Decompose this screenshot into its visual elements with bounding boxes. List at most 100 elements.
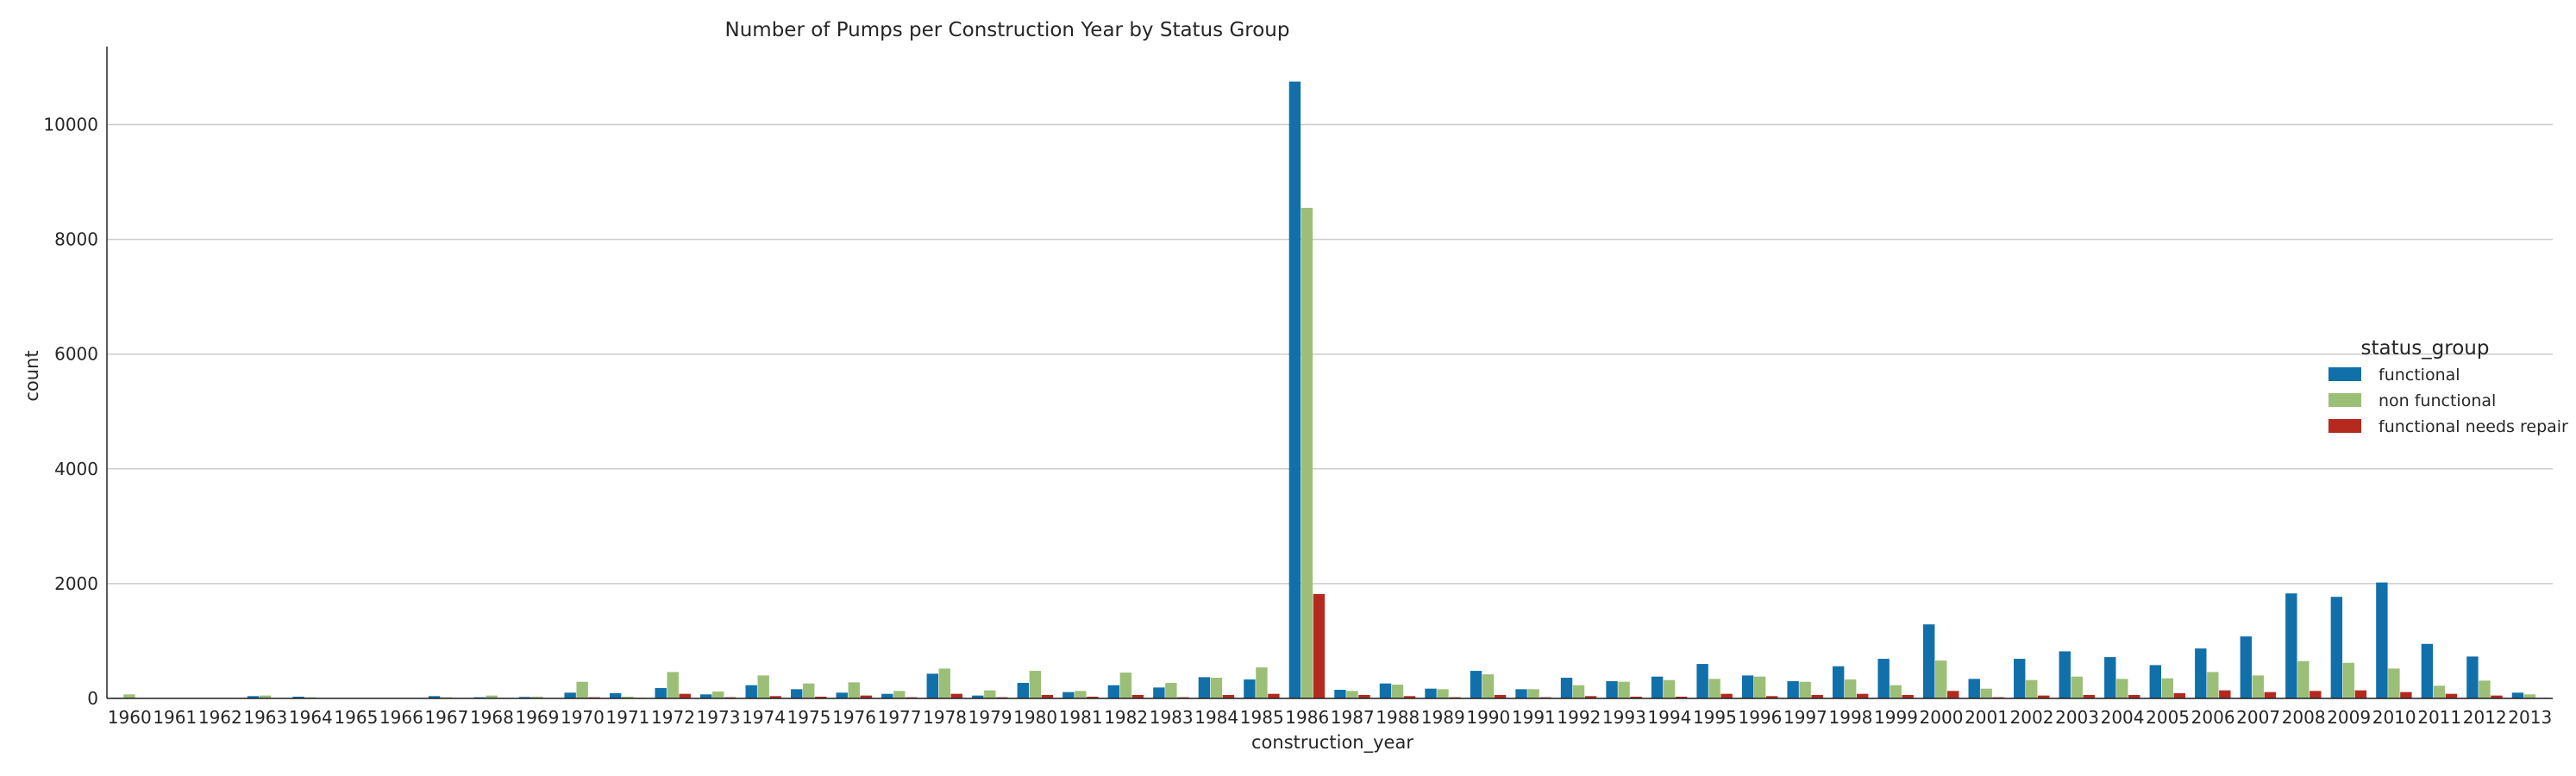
- x-tick-label: 2010: [2372, 707, 2416, 728]
- bar-functional-1971: [609, 693, 622, 698]
- gridlines: [107, 123, 2553, 699]
- x-tick-label: 2001: [1965, 707, 2009, 728]
- bar-functional-1993: [1606, 681, 1618, 698]
- bar-non-functional-1969: [530, 697, 543, 698]
- y-tick-label: 0: [87, 688, 98, 709]
- bar-non-functional-1981: [1075, 691, 1087, 698]
- bar-functional-needs-repair-1984: [1222, 695, 1235, 698]
- bar-functional-1990: [1470, 671, 1482, 698]
- bar-functional-1972: [655, 688, 667, 698]
- bar-non-functional-1982: [1119, 673, 1132, 698]
- bar-non-functional-1963: [259, 695, 272, 698]
- bar-non-functional-1993: [1618, 681, 1630, 698]
- bar-functional-needs-repair-1972: [679, 693, 691, 698]
- legend-title: status_group: [2361, 337, 2490, 360]
- bar-functional-1970: [564, 692, 576, 698]
- bar-non-functional-2004: [2116, 679, 2128, 698]
- bar-functional-needs-repair-2009: [2354, 690, 2367, 698]
- bar-functional-1996: [1741, 675, 1754, 698]
- bar-non-functional-1971: [621, 697, 634, 698]
- bar-functional-needs-repair-1986: [1313, 593, 1326, 698]
- bar-functional-1973: [699, 694, 712, 698]
- x-tick-label: 1965: [334, 707, 378, 728]
- bar-functional-needs-repair-1988: [1403, 696, 1416, 698]
- bar-non-functional-2002: [2026, 679, 2038, 698]
- bar-non-functional-1960: [123, 694, 135, 698]
- x-tick-label: 1974: [742, 707, 786, 728]
- x-tick-label: 1961: [153, 707, 197, 728]
- y-tick-labels: 0 2000 4000 6000 8000 10000: [43, 115, 98, 709]
- bar-functional-1964: [292, 697, 304, 698]
- bar-non-functional-1988: [1391, 685, 1404, 698]
- bar-functional-1981: [1062, 692, 1075, 698]
- x-tick-label: 1991: [1512, 707, 1556, 728]
- bar-non-functional-1994: [1663, 679, 1676, 698]
- bar-non-functional-1979: [984, 690, 996, 698]
- x-tick-label: 1962: [198, 707, 242, 728]
- bar-functional-needs-repair-1987: [1358, 695, 1370, 698]
- bar-non-functional-2010: [2388, 668, 2400, 698]
- x-axis-label: construction_year: [1251, 732, 1413, 754]
- y-axis-label: count: [22, 350, 42, 401]
- bar-non-functional-2003: [2071, 676, 2083, 698]
- bar-non-functional-1975: [803, 683, 815, 698]
- bar-non-functional-1977: [893, 691, 906, 698]
- bar-functional-needs-repair-1985: [1268, 693, 1280, 698]
- bar-functional-1980: [1017, 683, 1030, 698]
- bar-functional-needs-repair-2010: [2400, 692, 2412, 698]
- x-tick-label: 1984: [1194, 707, 1238, 728]
- bar-functional-1995: [1696, 664, 1708, 698]
- bar-functional-needs-repair-1993: [1630, 697, 1642, 698]
- bar-functional-needs-repair-2007: [2264, 692, 2277, 698]
- x-tick-label: 1985: [1240, 707, 1284, 728]
- bar-non-functional-2006: [2207, 672, 2219, 698]
- bar-functional-1997: [1787, 681, 1799, 698]
- bar-non-functional-1991: [1527, 689, 1539, 698]
- bar-non-functional-1986: [1301, 208, 1313, 698]
- legend-items: functional non functional functional needs…: [2328, 366, 2568, 436]
- bar-functional-1984: [1198, 677, 1211, 698]
- bar-non-functional-1983: [1165, 683, 1177, 698]
- bar-functional-1978: [926, 673, 938, 698]
- chart-title: Number of Pumps per Construction Year by…: [725, 19, 1290, 41]
- bar-non-functional-1997: [1799, 681, 1811, 698]
- bar-functional-2004: [2104, 657, 2116, 698]
- bar-functional-1967: [428, 696, 441, 698]
- bar-functional-needs-repair-1980: [1041, 695, 1054, 698]
- x-tick-label: 1973: [697, 707, 741, 728]
- bar-non-functional-1974: [757, 675, 769, 698]
- bar-functional-1982: [1107, 685, 1120, 698]
- bar-functional-2011: [2421, 643, 2434, 698]
- x-tick-label: 1968: [470, 707, 514, 728]
- bar-functional-1987: [1334, 690, 1346, 698]
- x-tick-label: 1981: [1059, 707, 1103, 728]
- bar-non-functional-2009: [2342, 662, 2355, 698]
- x-tick-label: 1993: [1602, 707, 1646, 728]
- bar-functional-1989: [1425, 688, 1437, 698]
- legend-label: non functional: [2379, 391, 2496, 410]
- bar-functional-1983: [1153, 687, 1165, 698]
- bar-functional-needs-repair-2005: [2173, 693, 2185, 698]
- bar-functional-2006: [2195, 648, 2207, 698]
- bar-non-functional-1980: [1029, 671, 1042, 698]
- bar-functional-1985: [1244, 679, 1256, 698]
- bar-functional-needs-repair-1999: [1902, 695, 1914, 698]
- y-tick-label: 6000: [54, 344, 98, 365]
- bar-functional-1976: [836, 692, 848, 698]
- bar-non-functional-1987: [1346, 691, 1358, 698]
- bar-non-functional-1976: [848, 682, 860, 698]
- bar-functional-needs-repair-1998: [1856, 693, 1869, 698]
- x-tick-label: 1987: [1331, 707, 1375, 728]
- x-tick-label: 2006: [2191, 707, 2235, 728]
- x-tick-label: 1979: [968, 707, 1012, 728]
- x-tick-label: 1977: [878, 707, 922, 728]
- x-tick-label: 1996: [1738, 707, 1782, 728]
- bar-functional-needs-repair-1992: [1584, 696, 1597, 698]
- x-tick-label: 2011: [2417, 707, 2461, 728]
- x-tick-label: 1963: [243, 707, 287, 728]
- bar-functional-needs-repair-1976: [860, 695, 872, 698]
- bar-functional-1975: [791, 689, 803, 698]
- x-tick-label: 2005: [2146, 707, 2190, 728]
- bar-functional-needs-repair-1990: [1494, 695, 1507, 698]
- axes: [106, 47, 2553, 699]
